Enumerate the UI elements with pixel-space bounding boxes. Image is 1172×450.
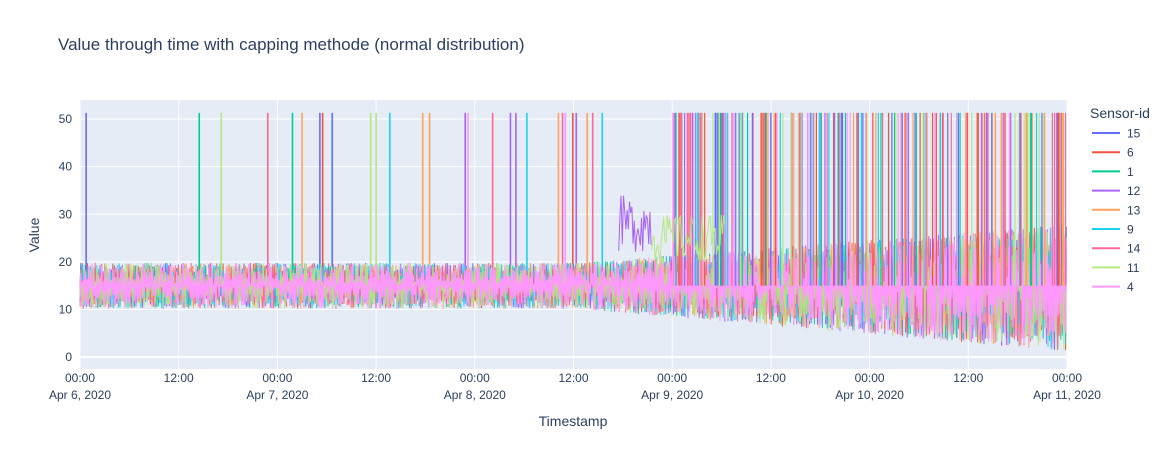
x-tick-labels: 00:00 Apr 6, 2020 12:00 00:00 Apr 7, 2020 12:… <box>49 371 1101 402</box>
legend-label: 14 <box>1127 242 1141 256</box>
series-traces <box>79 112 1067 351</box>
x-tick-date: Apr 7, 2020 <box>246 388 308 402</box>
x-tick-date: Apr 11, 2020 <box>1033 388 1101 402</box>
legend-label: 13 <box>1127 203 1141 217</box>
legend-item-15[interactable]: 15 <box>1092 127 1141 141</box>
legend-item-12[interactable]: 12 <box>1092 184 1141 198</box>
late-spikes <box>672 112 1067 286</box>
legend-item-1[interactable]: 1 <box>1092 165 1134 179</box>
x-tick-label: 12:00 <box>164 371 194 385</box>
legend-label: 9 <box>1127 223 1134 237</box>
legend-item-4[interactable]: 4 <box>1092 280 1134 294</box>
legend-item-14[interactable]: 14 <box>1092 242 1141 256</box>
legend-label: 6 <box>1127 146 1134 160</box>
series-segment <box>618 195 652 252</box>
x-tick-label: 00:00 <box>855 371 885 385</box>
y-tick-labels: 0 10 20 30 40 50 <box>59 112 73 364</box>
x-tick-label: 00:00 <box>1052 371 1082 385</box>
legend-label: 1 <box>1127 165 1134 179</box>
x-tick-label: 12:00 <box>558 371 588 385</box>
x-tick-label: 00:00 <box>657 371 687 385</box>
y-axis-label: Value <box>26 217 42 252</box>
legend-label: 12 <box>1127 184 1141 198</box>
legend-item-6[interactable]: 6 <box>1092 146 1134 160</box>
y-tick-label: 10 <box>59 302 73 316</box>
y-tick-label: 20 <box>59 255 73 269</box>
legend-item-13[interactable]: 13 <box>1092 203 1141 217</box>
legend-title: Sensor-id <box>1090 105 1150 121</box>
y-tick-label: 30 <box>59 207 73 221</box>
legend-label: 4 <box>1127 280 1134 294</box>
x-tick-label: 00:00 <box>262 371 292 385</box>
x-tick-date: Apr 6, 2020 <box>49 388 111 402</box>
x-tick-label: 00:00 <box>65 371 95 385</box>
x-tick-label: 12:00 <box>361 371 391 385</box>
x-tick-label: 12:00 <box>756 371 786 385</box>
legend-item-9[interactable]: 9 <box>1092 223 1134 237</box>
x-axis-label: Timestamp <box>539 413 608 429</box>
y-tick-label: 0 <box>65 350 72 364</box>
legend[interactable]: Sensor-id 15 6 1 12 13 9 14 11 4 <box>1090 105 1150 294</box>
series-segment <box>651 214 726 262</box>
x-tick-date: Apr 9, 2020 <box>641 388 703 402</box>
x-tick-label: 00:00 <box>460 371 490 385</box>
legend-label: 11 <box>1127 261 1140 275</box>
x-tick-date: Apr 10, 2020 <box>835 388 904 402</box>
x-tick-label: 12:00 <box>953 371 983 385</box>
legend-item-11[interactable]: 11 <box>1092 261 1140 275</box>
chart-title: Value through time with capping methode … <box>58 35 525 54</box>
y-tick-label: 40 <box>59 160 73 174</box>
legend-label: 15 <box>1127 127 1141 141</box>
y-tick-label: 50 <box>59 112 73 126</box>
x-tick-date: Apr 8, 2020 <box>444 388 506 402</box>
